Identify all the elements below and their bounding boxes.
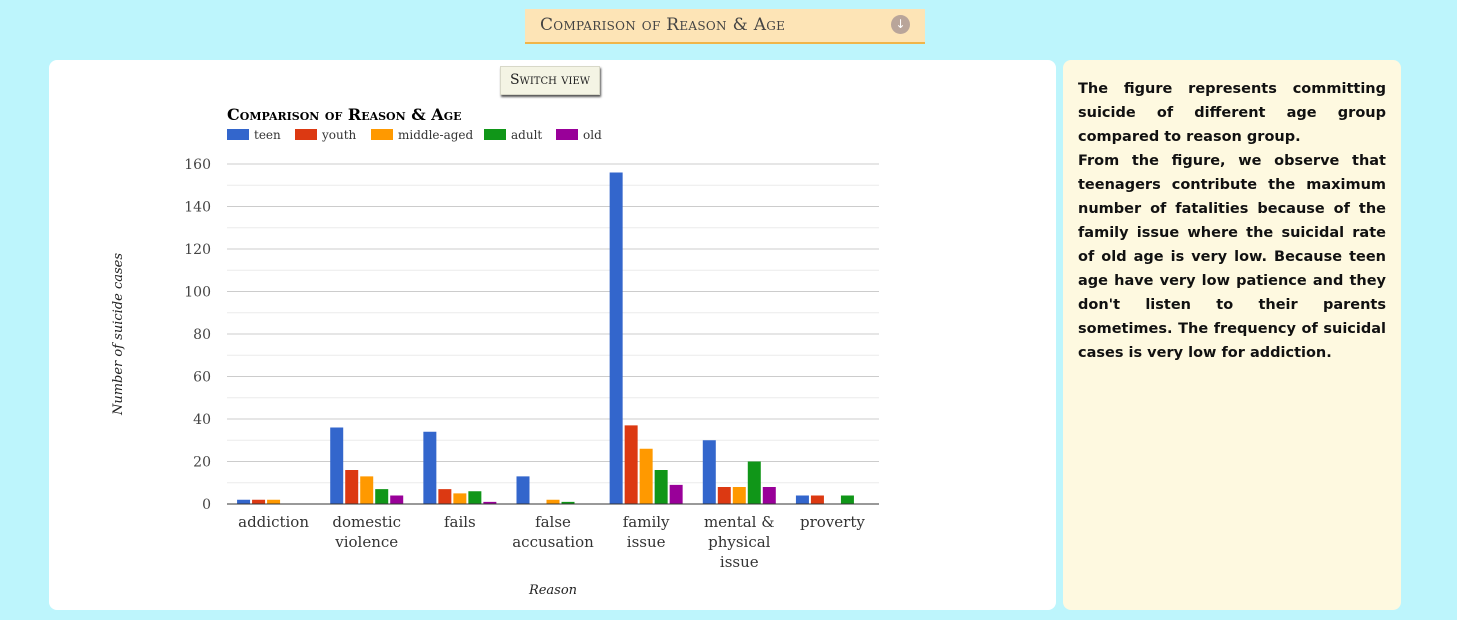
y-tick-label: 100 — [184, 285, 211, 301]
bar-youth — [252, 499, 266, 504]
bar-old — [483, 501, 497, 504]
bar-middle-aged — [453, 493, 467, 504]
y-tick-label: 140 — [184, 200, 211, 216]
legend-label-teen: teen — [254, 128, 281, 142]
bar-teen — [330, 427, 344, 504]
bar-middle-aged — [546, 499, 560, 504]
bar-adult — [747, 461, 761, 504]
y-tick-label: 120 — [184, 242, 211, 258]
bar-teen — [795, 495, 809, 504]
chart-title: Comparison of Reason & Age — [227, 105, 461, 124]
download-arrow-icon[interactable]: ↓ — [891, 15, 910, 34]
section-title: Comparison of Reason & Age — [540, 15, 786, 35]
bar-middle-aged — [639, 448, 653, 504]
x-axis-title: Reason — [528, 583, 577, 598]
y-axis-title: Number of suicide cases — [111, 253, 126, 416]
x-tick-label: fails — [444, 513, 476, 531]
bar-middle-aged — [360, 476, 374, 504]
x-tick-label: proverty — [800, 513, 865, 531]
bar-middle-aged — [267, 499, 281, 504]
legend-label-middle-aged: middle-aged — [398, 128, 474, 142]
bar-old — [669, 484, 683, 504]
legend-swatch-youth — [295, 129, 317, 140]
y-tick-label: 60 — [193, 370, 211, 386]
x-tick-label: accusation — [512, 533, 594, 551]
bar-middle-aged — [732, 487, 746, 504]
bar-adult — [375, 489, 389, 504]
legend-swatch-teen — [227, 129, 249, 140]
bar-teen — [423, 431, 437, 504]
x-tick-label: domestic — [332, 513, 401, 531]
switch-view-button[interactable]: Switch view — [500, 66, 600, 95]
legend-swatch-old — [556, 129, 578, 140]
description-panel: The figure represents committing suicide… — [1063, 60, 1401, 610]
bar-teen — [609, 172, 623, 504]
legend-label-youth: youth — [321, 128, 357, 142]
x-tick-label: family — [623, 513, 670, 531]
y-tick-label: 160 — [184, 157, 211, 173]
chart-card: Switch view Comparison of Reason & Age te… — [49, 60, 1056, 610]
legend-label-adult: adult — [511, 128, 542, 142]
bar-adult — [468, 491, 482, 504]
description-paragraph-1: The figure represents committing suicide… — [1078, 81, 1386, 145]
legend-swatch-adult — [484, 129, 506, 140]
bar-old — [390, 495, 404, 504]
y-tick-label: 0 — [202, 497, 211, 513]
bar-youth — [345, 470, 359, 504]
y-tick-label: 20 — [193, 455, 211, 471]
section-header[interactable]: Comparison of Reason & Age ↓ — [525, 9, 925, 44]
bar-chart: Comparison of Reason & Age teen youth middl… — [111, 105, 879, 598]
bar-old — [762, 487, 776, 504]
legend-swatch-middle-aged — [371, 129, 393, 140]
x-tick-label: false — [535, 513, 571, 531]
x-tick-label: violence — [334, 533, 398, 551]
x-tick-label: mental & — [704, 513, 775, 531]
bar-youth — [810, 495, 824, 504]
bar-adult — [654, 470, 668, 504]
bar-adult — [561, 501, 575, 504]
bar-teen — [702, 440, 716, 504]
bar-teen — [237, 499, 251, 504]
x-tick-label: physical — [708, 533, 771, 551]
bar-youth — [624, 425, 638, 504]
bar-youth — [438, 489, 452, 504]
legend-label-old: old — [583, 128, 602, 142]
bar-teen — [516, 476, 530, 504]
description-paragraph-2: From the figure, we observe that teenage… — [1078, 153, 1386, 361]
bar-youth — [717, 487, 731, 504]
bar-adult — [840, 495, 854, 504]
x-tick-label: issue — [720, 553, 759, 571]
x-tick-label: issue — [627, 533, 666, 551]
y-tick-label: 40 — [193, 412, 211, 428]
y-tick-label: 80 — [193, 327, 211, 343]
x-tick-label: addiction — [238, 513, 309, 531]
